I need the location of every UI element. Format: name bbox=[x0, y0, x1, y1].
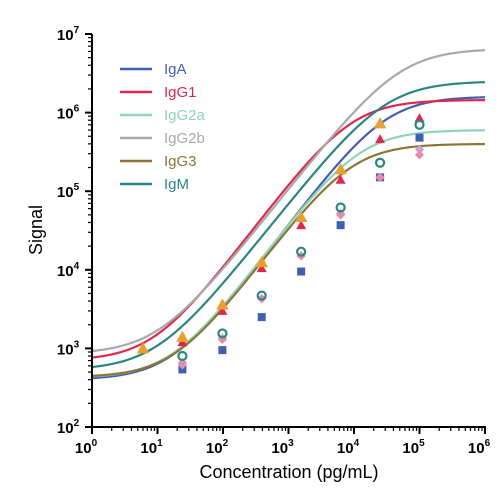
fit-curve-igm bbox=[91, 81, 486, 369]
data-point-igm bbox=[374, 157, 386, 168]
fit-curve-igg1 bbox=[91, 99, 486, 359]
y-tick-label: 104 bbox=[57, 261, 80, 280]
data-point-igm bbox=[217, 328, 228, 339]
fit-curve-igg3 bbox=[91, 142, 486, 377]
legend-label-iga: IgA bbox=[164, 61, 187, 78]
legend-label-igm: IgM bbox=[164, 176, 189, 193]
legend: IgA IgG1 IgG2a IgG2b IgG3 IgM bbox=[120, 61, 206, 193]
y-tick-label: 103 bbox=[57, 339, 80, 358]
data-point-iga bbox=[297, 267, 306, 276]
x-tick-label: 102 bbox=[206, 438, 229, 457]
x-tick-label: 103 bbox=[271, 438, 294, 457]
data-point-igg3 bbox=[217, 334, 228, 345]
data-point-igg1 bbox=[335, 174, 346, 184]
data-point-iga bbox=[336, 221, 345, 230]
data-point-igg1 bbox=[375, 134, 386, 144]
data-point-igg1 bbox=[217, 305, 228, 315]
axis-ticks: 100 101 102 103 104 105 106 102 103 104 105 106 107 bbox=[57, 25, 491, 457]
legend-label-igg1: IgG1 bbox=[164, 84, 197, 101]
data-point-igg2b bbox=[136, 342, 150, 354]
fit-curve-iga bbox=[91, 96, 486, 380]
data-point-iga bbox=[178, 365, 187, 374]
y-tick-label: 102 bbox=[57, 418, 80, 437]
data-point-igg2b bbox=[216, 298, 229, 310]
data-point-iga bbox=[218, 346, 227, 355]
y-tick-label: 106 bbox=[57, 104, 80, 123]
data-point-igm bbox=[414, 119, 425, 130]
x-tick-label: 105 bbox=[402, 438, 425, 457]
fit-curves bbox=[91, 49, 486, 380]
data-point-iga bbox=[257, 313, 266, 322]
x-tick-label: 104 bbox=[337, 438, 360, 457]
data-point-igg2b bbox=[294, 210, 308, 222]
data-point-igg1 bbox=[256, 263, 267, 273]
data-point-igg2b bbox=[334, 163, 347, 175]
data-markers bbox=[136, 113, 425, 374]
legend-label-igg3: IgG3 bbox=[164, 153, 197, 170]
data-point-igg1 bbox=[414, 113, 425, 123]
data-point-iga bbox=[415, 133, 424, 142]
data-point-igg1 bbox=[296, 220, 307, 230]
x-tick-label: 101 bbox=[140, 438, 163, 457]
y-axis-title: Signal bbox=[26, 205, 46, 255]
data-point-igg2b bbox=[373, 117, 387, 129]
data-point-igg3 bbox=[375, 172, 385, 182]
y-tick-label: 105 bbox=[57, 182, 80, 201]
fit-curve-igg2b bbox=[91, 49, 486, 353]
x-tick-label: 106 bbox=[468, 438, 491, 457]
data-point-igg2b bbox=[255, 255, 268, 268]
data-point-igm bbox=[256, 290, 267, 301]
data-point-igg3 bbox=[336, 210, 346, 220]
y-tick-label: 107 bbox=[57, 25, 80, 44]
x-axis-title: Concentration (pg/mL) bbox=[199, 462, 378, 482]
legend-label-igg2b: IgG2b bbox=[164, 130, 205, 147]
x-tick-label: 100 bbox=[75, 438, 98, 457]
data-point-igg2a bbox=[414, 144, 425, 155]
legend-label-igg2a: IgG2a bbox=[164, 107, 206, 124]
data-point-igg2b bbox=[176, 330, 189, 342]
data-point-igg3 bbox=[414, 150, 425, 160]
data-point-igm bbox=[177, 350, 188, 362]
data-point-igm bbox=[335, 202, 346, 213]
data-point-igm bbox=[296, 246, 307, 257]
